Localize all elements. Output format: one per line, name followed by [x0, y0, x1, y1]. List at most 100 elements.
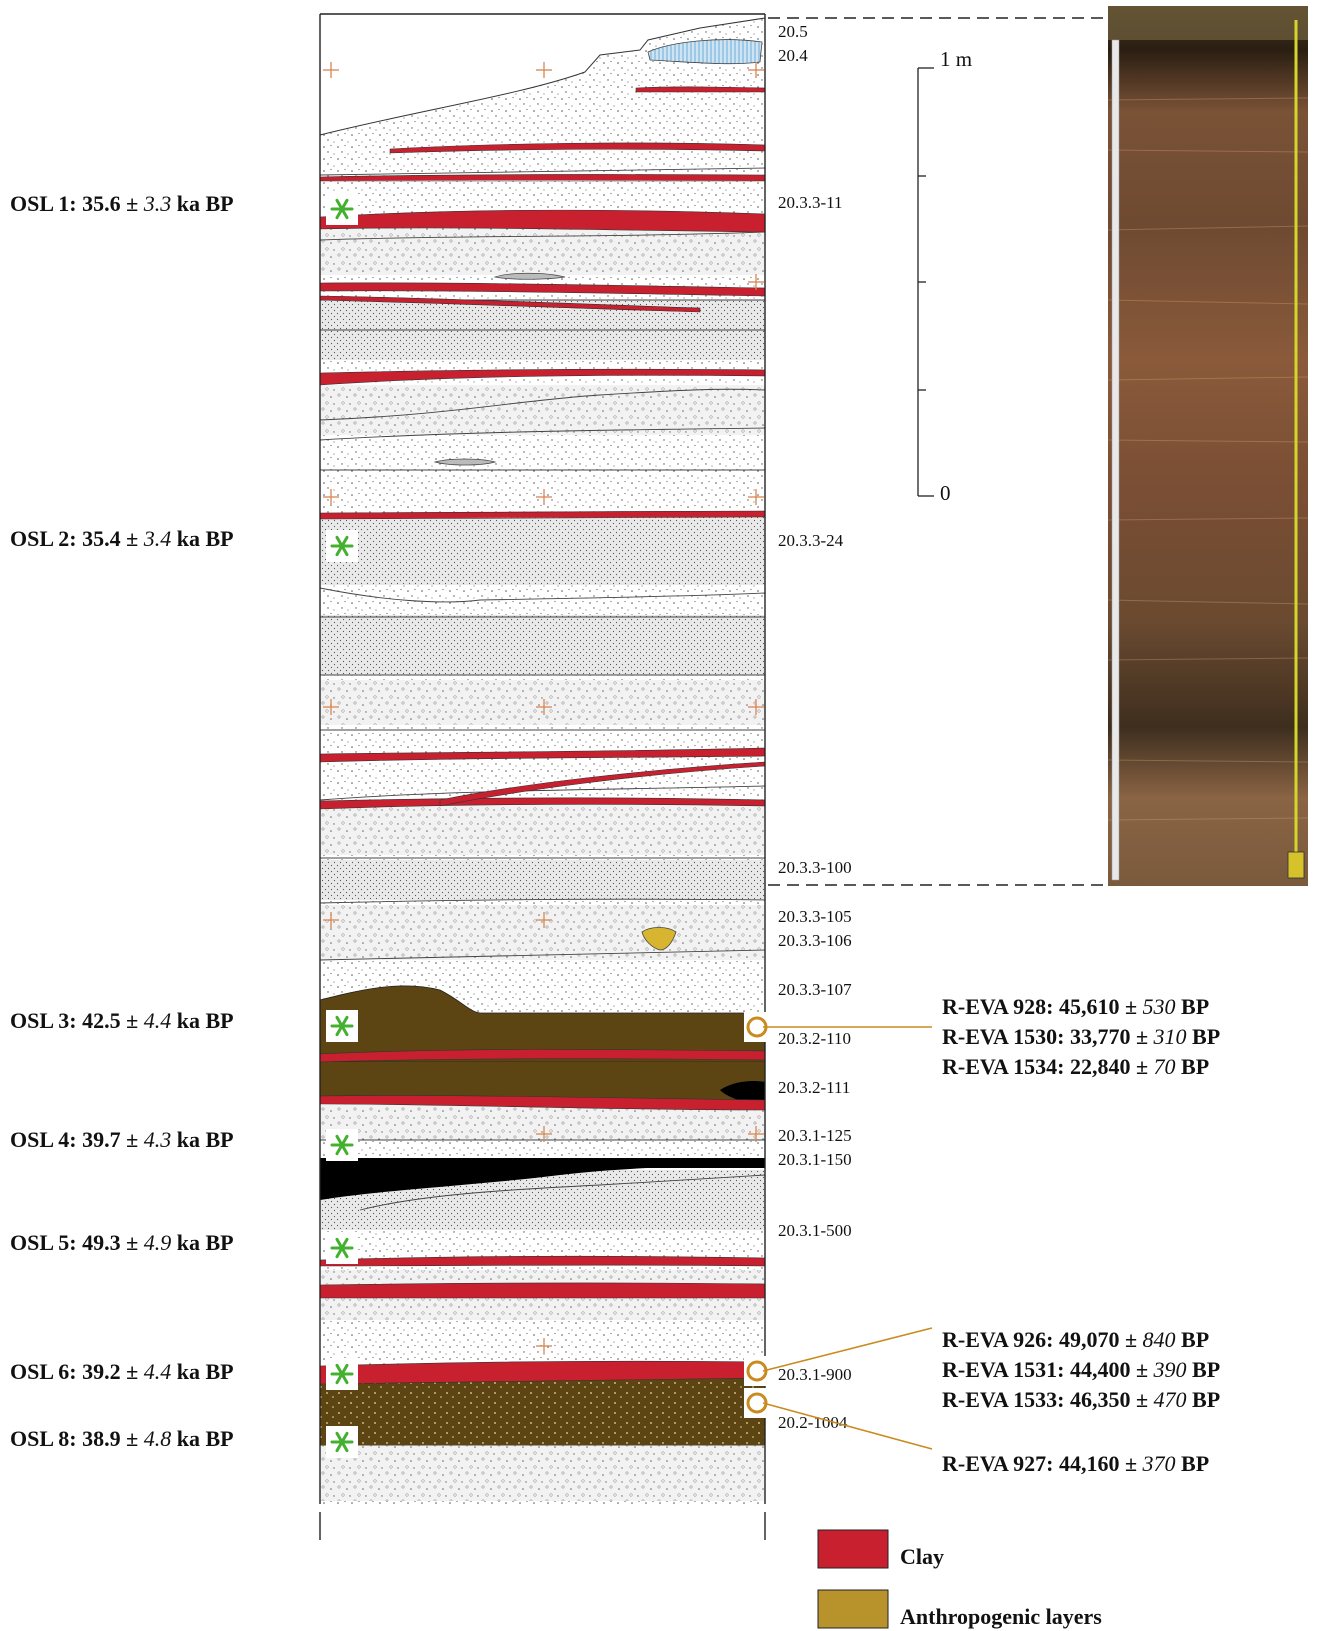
datum-crosses [323, 62, 764, 1354]
photo-tape-case [1287, 851, 1305, 879]
datum-cross-icon [536, 62, 552, 78]
layer-code-label: 20.3.1-150 [778, 1150, 852, 1169]
datum-cross-icon [536, 489, 552, 505]
datum-cross-icon [748, 699, 764, 715]
radiocarbon-date-label: R-EVA 928: 45,610 ± 530 BP [942, 994, 1209, 1019]
grit-band [320, 800, 765, 855]
leader-line [762, 1402, 933, 1450]
small-lens [493, 272, 566, 280]
surface-line [319, 17, 766, 136]
datum-cross-icon [748, 1126, 764, 1142]
layer-code-label: 20.3.1-900 [778, 1365, 852, 1384]
grit-band [320, 615, 765, 675]
c14-leader-lines [762, 1026, 933, 1450]
layer-code-label: 20.3.3-100 [778, 858, 852, 877]
photo-correlation-lines [768, 17, 1108, 886]
datum-cross-icon [536, 1338, 552, 1354]
grit-band [320, 680, 765, 725]
small-lens [433, 458, 497, 466]
legend: Clay Anthropogenic layers [817, 1529, 1102, 1629]
osl-sample-marker-icon [326, 193, 358, 225]
datum-cross-icon [323, 489, 339, 505]
legend-swatch-anthropogenic [817, 1589, 889, 1629]
datum-cross-icon [323, 912, 339, 928]
radiocarbon-date-label: R-EVA 1530: 33,770 ± 310 BP [942, 1024, 1220, 1049]
clay-band [319, 295, 701, 313]
layer-code-label: 20.3.3-107 [778, 980, 852, 999]
grit-band [320, 1105, 765, 1140]
grit-band [320, 1445, 765, 1501]
layer-code-label: 20.3.3-105 [778, 907, 852, 926]
layer-code-label: 20.3.1-125 [778, 1126, 852, 1145]
scale-bar-top-label: 1 m [940, 47, 972, 71]
radiocarbon-labels: R-EVA 928: 45,610 ± 530 BP R-EVA 1530: 33… [942, 994, 1220, 1476]
legend-label-clay: Clay [900, 1544, 944, 1569]
datum-cross-icon [748, 489, 764, 505]
osl-label: OSL 4: 39.7 ± 4.3 ka BP [10, 1127, 234, 1152]
surface-profile [320, 14, 765, 135]
legend-swatch-clay [817, 1529, 889, 1569]
datum-cross-icon [748, 274, 764, 290]
clay-band [319, 1282, 766, 1299]
radiocarbon-date-label: R-EVA 1534: 22,840 ± 70 BP [942, 1054, 1209, 1079]
osl-sample-marker-icon [326, 1129, 358, 1161]
radiocarbon-date-label: R-EVA 927: 44,160 ± 370 BP [942, 1451, 1209, 1476]
datum-cross-icon [536, 1126, 552, 1142]
layer-code-label: 20.5 [778, 22, 808, 41]
osl-sample-marker-icon [326, 1358, 358, 1390]
datum-cross-icon [536, 699, 552, 715]
anthropogenic-layer [320, 1375, 765, 1445]
osl-sample-marker-icon [326, 530, 358, 562]
datum-cross-icon [323, 699, 339, 715]
osl-sample-marker-icon [326, 1232, 358, 1264]
osl-label: OSL 2: 35.4 ± 3.4 ka BP [10, 526, 234, 551]
charcoal-layer [320, 1158, 765, 1168]
grit-band [320, 860, 765, 900]
grit-band [320, 905, 765, 960]
section-photograph [1107, 6, 1309, 886]
layer-code-label: 20.3.3-106 [778, 931, 852, 950]
datum-cross-icon [748, 62, 764, 78]
section-layers [319, 13, 766, 1540]
yellow-nodule [641, 927, 677, 951]
osl-label: OSL 1: 35.6 ± 3.3 ka BP [10, 191, 234, 216]
leader-line [762, 1327, 933, 1372]
grit-band [320, 470, 765, 510]
osl-label: OSL 5: 49.3 ± 4.9 ka BP [10, 1230, 234, 1255]
photo-measuring-rod [1111, 39, 1120, 881]
charcoal-lens [720, 1080, 765, 1105]
radiocarbon-sample-marker-icon [744, 1356, 774, 1386]
radiocarbon-date-label: R-EVA 926: 49,070 ± 840 BP [942, 1327, 1209, 1352]
datum-cross-icon [323, 62, 339, 78]
scale-bar-bottom-label: 0 [940, 481, 951, 505]
layer-code-label: 20.3.3-11 [778, 193, 843, 212]
grit-band [320, 225, 765, 275]
layer-code-label: 20.2-1004 [778, 1413, 848, 1432]
radiocarbon-sample-marker-icon [744, 1388, 774, 1418]
osl-labels: OSL 1: 35.6 ± 3.3 ka BP OSL 2: 35.4 ± 3.4… [10, 191, 234, 1451]
osl-markers [326, 193, 774, 1458]
layer-code-label: 20.3.1-500 [778, 1221, 852, 1240]
layer-code-labels: 20.5 20.4 20.3.3-11 20.3.3-24 20.3.3-100 20.3… [778, 22, 852, 1432]
charcoal-lens [320, 1158, 765, 1200]
radiocarbon-date-label: R-EVA 1531: 44,400 ± 390 BP [942, 1357, 1220, 1382]
scale-bar [917, 67, 934, 497]
layer-code-label: 20.3.2-110 [778, 1029, 851, 1048]
datum-cross-icon [536, 912, 552, 928]
layer-code-label: 20.3.3-24 [778, 531, 844, 550]
grit-band [320, 385, 765, 435]
layer-code-label: 20.4 [778, 46, 808, 65]
layer-code-label: 20.3.2-111 [778, 1078, 850, 1097]
grit-band [320, 515, 765, 585]
legend-label-anthropogenic: Anthropogenic layers [900, 1604, 1102, 1629]
osl-label: OSL 6: 39.2 ± 4.4 ka BP [10, 1359, 234, 1384]
osl-sample-marker-icon [326, 1010, 358, 1042]
ice-lens [647, 39, 763, 65]
clay-band [635, 86, 766, 93]
radiocarbon-date-label: R-EVA 1533: 46,350 ± 470 BP [942, 1387, 1220, 1412]
osl-label: OSL 8: 38.9 ± 4.8 ka BP [10, 1426, 234, 1451]
osl-sample-marker-icon [326, 1426, 358, 1458]
anthropogenic-layer [319, 985, 766, 1063]
osl-label: OSL 3: 42.5 ± 4.4 ka BP [10, 1008, 234, 1033]
